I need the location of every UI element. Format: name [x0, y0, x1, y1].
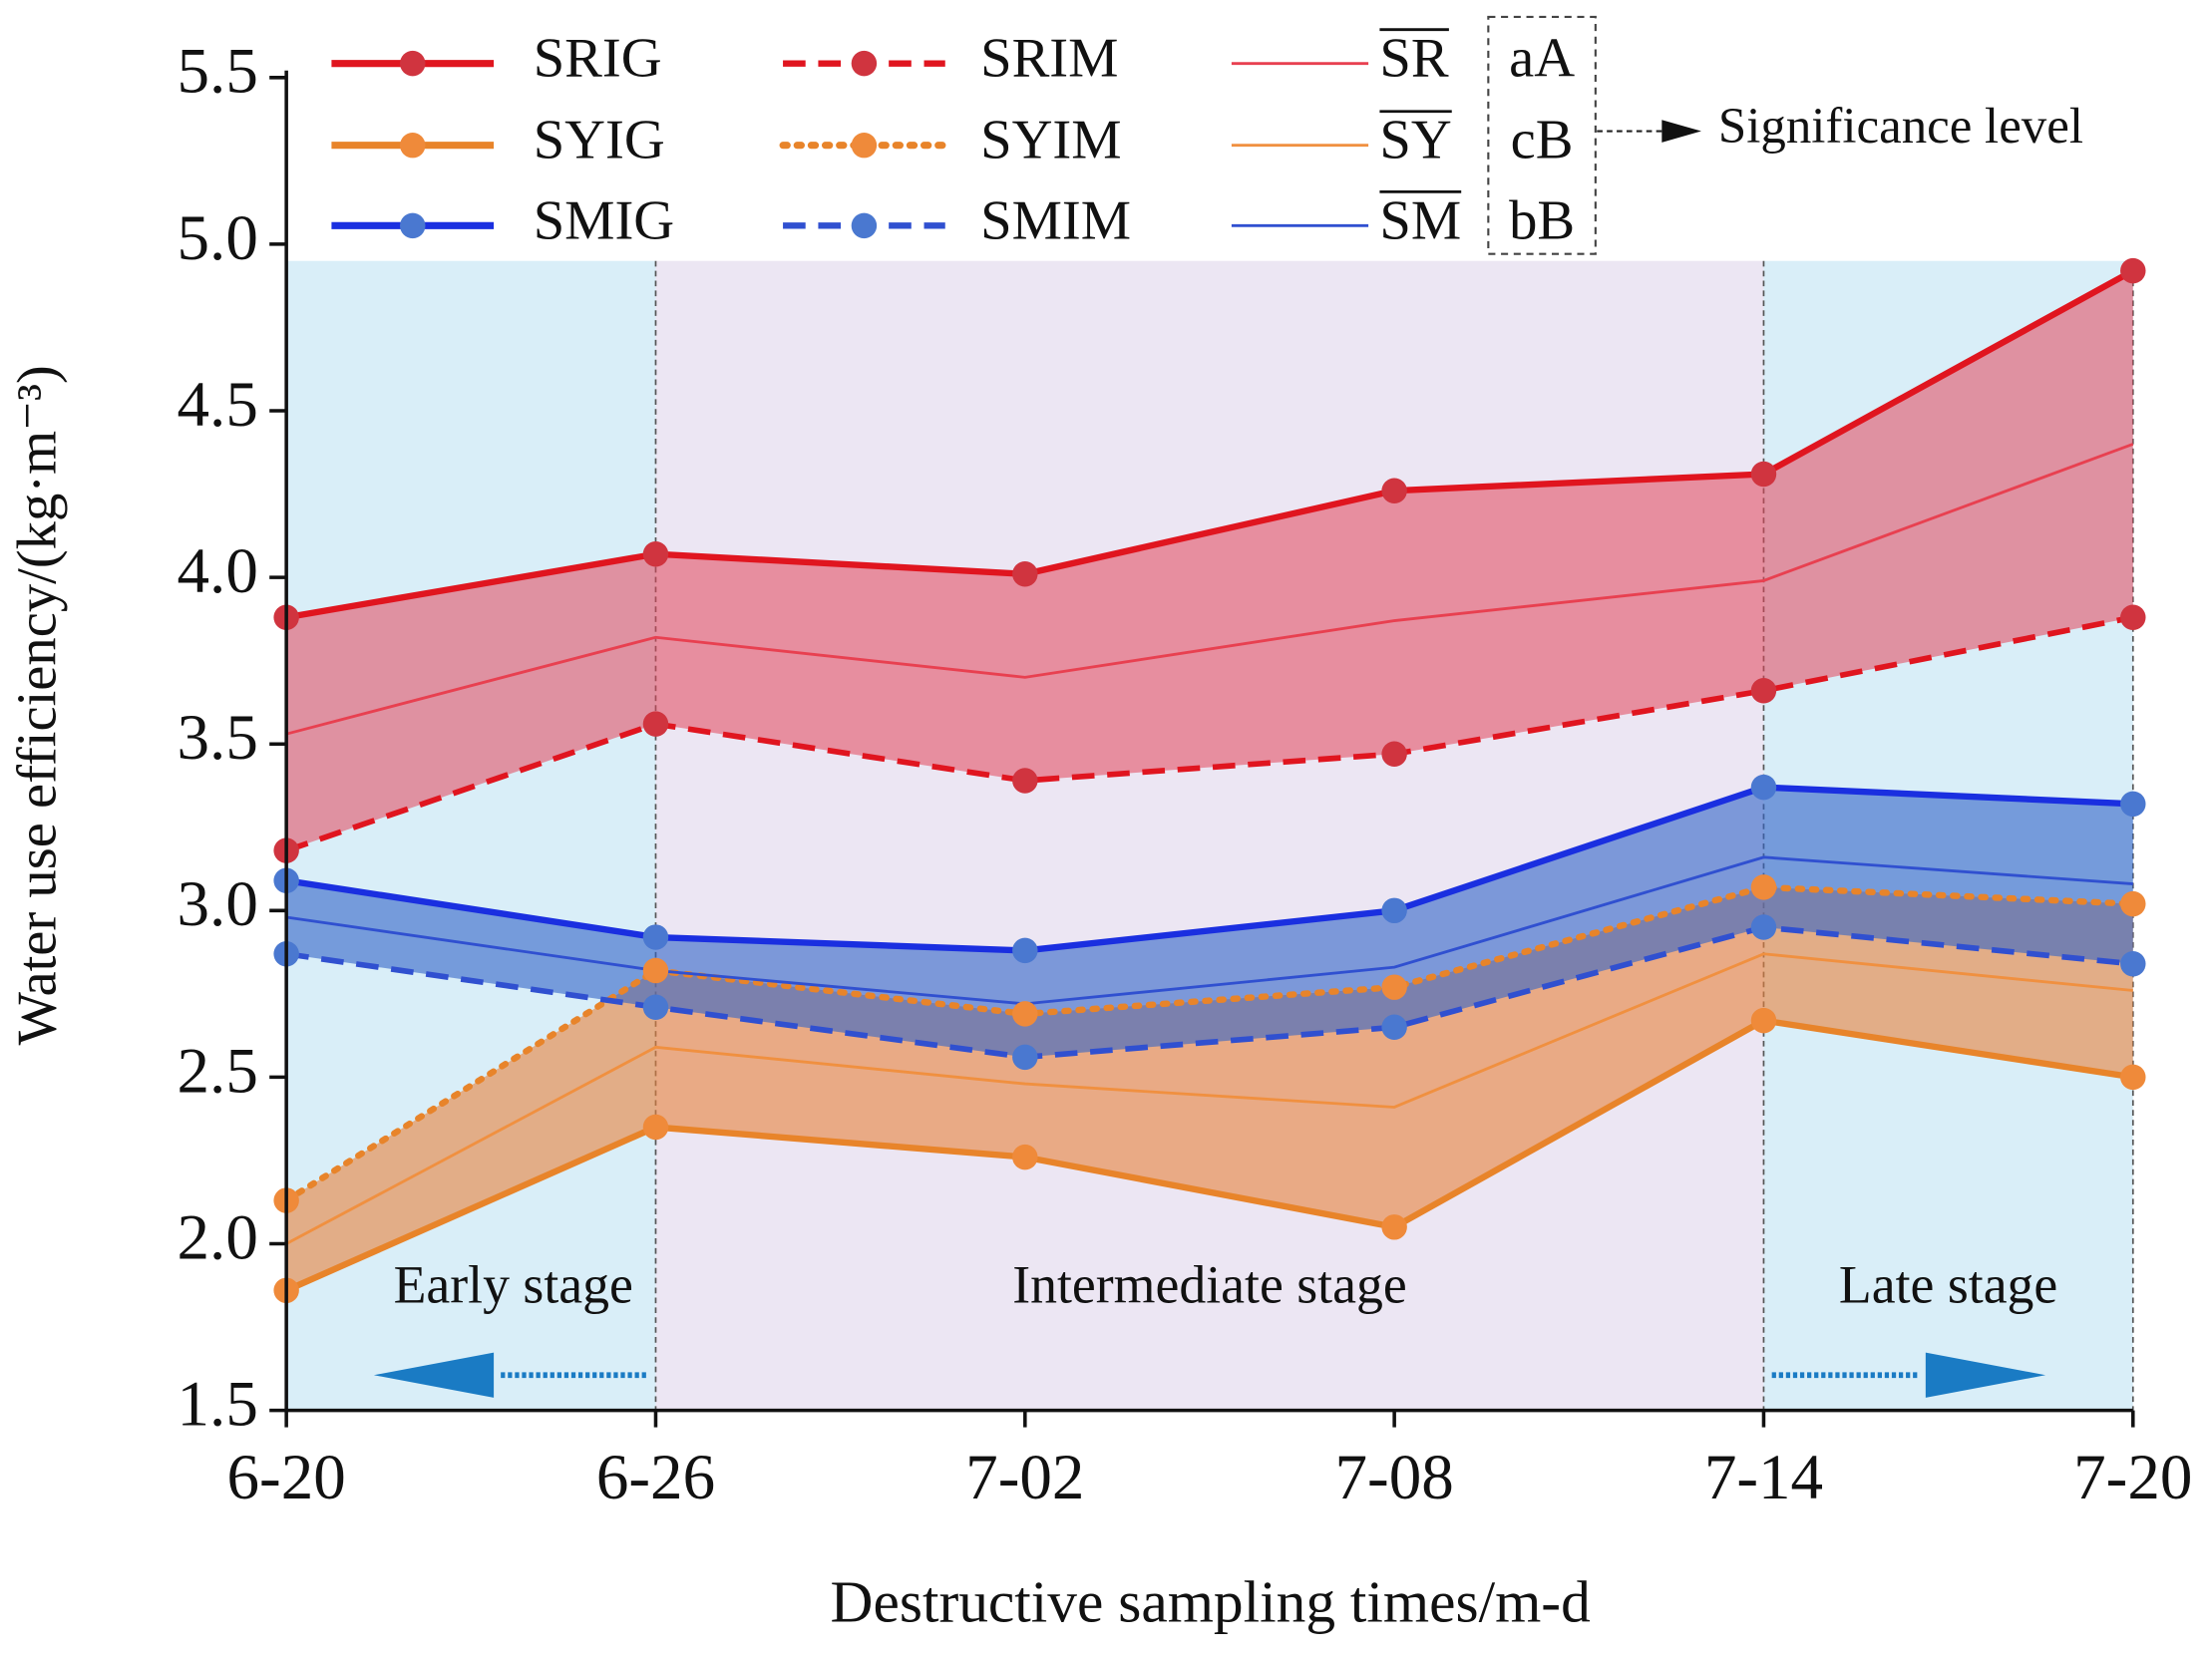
significance-letters: bB — [1509, 189, 1575, 251]
legend-marker — [400, 212, 426, 239]
x-tick-label: 7-08 — [1335, 1442, 1454, 1513]
legend-marker — [851, 212, 878, 239]
marker — [642, 540, 669, 567]
y-tick-label: 1.5 — [178, 1369, 258, 1441]
series-line — [285, 924, 2134, 1061]
significance-letters: aA — [1509, 28, 1575, 90]
marker — [1750, 874, 1777, 900]
marker — [1381, 1214, 1407, 1240]
series-line — [285, 443, 2134, 736]
y-tick-label: 2.5 — [178, 1035, 258, 1107]
marker — [1012, 937, 1038, 964]
marker — [642, 924, 669, 950]
marker — [1750, 461, 1777, 488]
series-line — [285, 267, 2135, 621]
legend-marker — [851, 50, 878, 77]
series-line — [285, 784, 2133, 954]
marker — [1012, 1044, 1038, 1071]
marker — [1381, 974, 1407, 1000]
marker — [2120, 1064, 2146, 1091]
stage-label: Intermediate stage — [1012, 1255, 1406, 1315]
y-tick-label: 3.5 — [178, 702, 258, 774]
legend-marker — [400, 132, 426, 159]
significance-label: Significance level — [1718, 99, 2083, 155]
series-line — [285, 614, 2134, 853]
band — [286, 787, 2133, 1058]
legend-label: SYIM — [980, 110, 1121, 171]
x-tick-label: 7-02 — [965, 1442, 1084, 1513]
marker — [2120, 604, 2146, 630]
letters-box — [1487, 15, 1597, 255]
sig-arrow-head — [1661, 120, 1701, 143]
marker — [1750, 1007, 1777, 1034]
legend-label: SMIG — [534, 189, 674, 251]
marker — [642, 994, 669, 1020]
marker — [642, 1114, 669, 1141]
series-line — [282, 883, 2136, 1204]
marker — [2120, 257, 2146, 284]
x-tick-label: 6-20 — [227, 1442, 346, 1513]
x-tick-label: 7-14 — [1704, 1442, 1823, 1513]
stage-arrow-head — [1925, 1352, 2046, 1398]
stage-arrow-head — [373, 1352, 495, 1398]
legend-label: SY — [1379, 110, 1451, 171]
marker — [2120, 791, 2146, 818]
y-tick-label: 3.0 — [178, 868, 258, 940]
marker — [2120, 951, 2146, 977]
marker — [642, 957, 669, 984]
marker — [1381, 1014, 1407, 1041]
marker — [1750, 914, 1777, 940]
legend-marker — [851, 132, 878, 159]
legend-label: SM — [1379, 189, 1461, 251]
legend-label: SMIM — [980, 189, 1131, 251]
x-tick-label: 6-26 — [596, 1442, 715, 1513]
marker — [1012, 1144, 1038, 1170]
marker — [1381, 478, 1407, 503]
stage-label: Early stage — [394, 1255, 633, 1315]
legend-label: SRIM — [980, 28, 1118, 90]
marker — [1012, 561, 1038, 587]
stage-label: Late stage — [1839, 1255, 2057, 1315]
marker — [1381, 741, 1407, 767]
y-tick-label: 5.5 — [178, 36, 258, 108]
significance-letters: cB — [1511, 110, 1574, 171]
series-line — [285, 855, 2133, 1006]
marker — [2120, 890, 2146, 917]
x-axis-label: Destructive sampling times/m-d — [831, 1568, 1591, 1634]
legend-label: SR — [1379, 28, 1448, 90]
legend-label: SRIG — [534, 28, 662, 90]
marker — [1012, 768, 1038, 794]
legend-marker — [400, 50, 426, 77]
stage-bg — [655, 260, 1764, 1411]
marker — [1012, 1001, 1038, 1027]
y-tick-label: 4.0 — [178, 535, 258, 607]
y-axis-label: Water use efficiency/(kg·m⁻³) — [6, 365, 68, 1045]
marker — [1750, 774, 1777, 801]
series-line — [284, 1017, 2134, 1294]
x-tick-label: 7-20 — [2073, 1442, 2192, 1513]
y-tick-label: 4.5 — [178, 369, 258, 441]
y-tick-label: 5.0 — [178, 202, 258, 274]
y-tick-label: 2.0 — [178, 1201, 258, 1273]
series-line — [285, 952, 2133, 1245]
marker — [642, 711, 669, 737]
marker — [1381, 897, 1407, 924]
marker — [1750, 678, 1777, 704]
legend-label: SYIG — [534, 110, 665, 171]
